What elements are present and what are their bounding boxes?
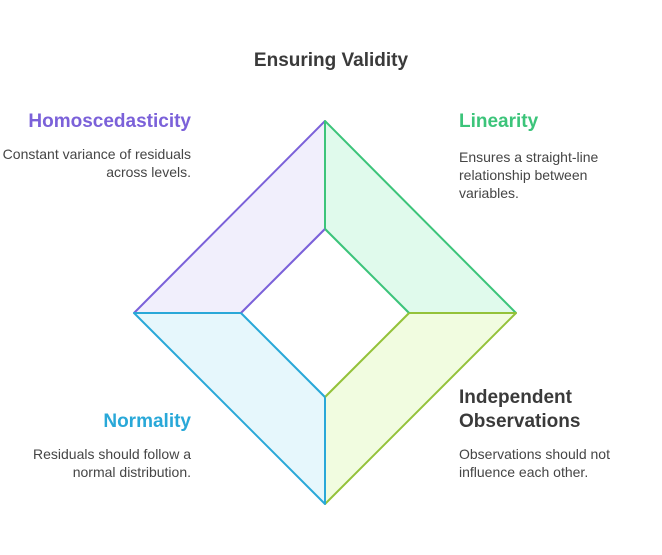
normality-description: Residuals should follow a normal distrib… bbox=[33, 446, 191, 480]
linearity-description: Ensures a straight-line relationship bet… bbox=[459, 149, 599, 201]
linearity-title: Linearity bbox=[459, 111, 539, 132]
page-title: Ensuring Validity bbox=[253, 50, 409, 71]
independent-observations-title: Independent Observations bbox=[459, 387, 581, 432]
homoscedasticity-title: Homoscedasticity bbox=[28, 111, 191, 132]
independent-observations-description: Observations should not influence each o… bbox=[459, 446, 610, 480]
homoscedasticity-description: Constant variance of residuals across le… bbox=[2, 146, 191, 180]
normality-title: Normality bbox=[103, 411, 191, 432]
